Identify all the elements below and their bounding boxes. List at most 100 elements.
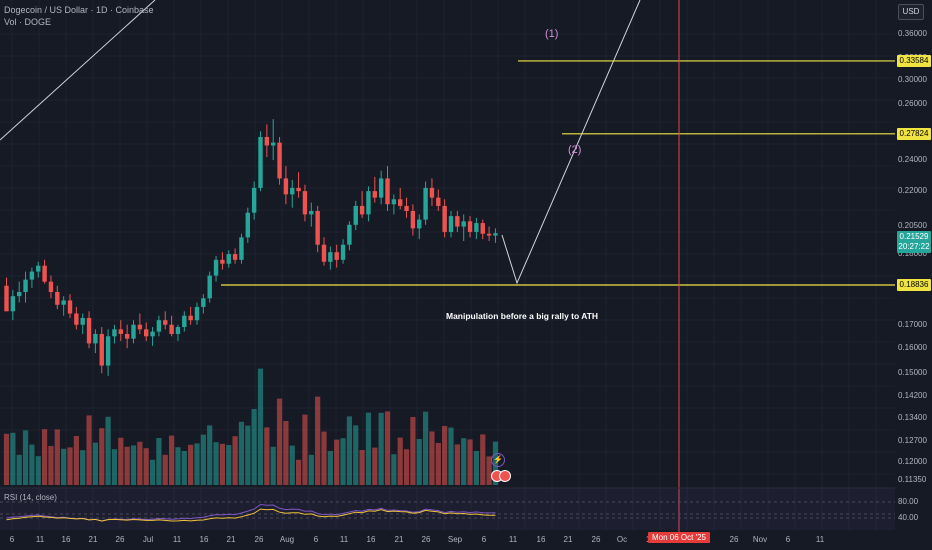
candle	[36, 265, 41, 272]
time-tick-label: 26	[729, 535, 739, 544]
rsi-ma-line	[6, 508, 496, 522]
candle	[258, 136, 263, 188]
candle	[10, 296, 16, 312]
candle	[455, 216, 460, 227]
time-tick-label: 11	[508, 535, 518, 544]
volume-bar	[270, 446, 276, 485]
candle	[150, 331, 155, 337]
price-tick-label: 0.30000	[898, 75, 927, 84]
candle	[226, 254, 231, 264]
candle	[417, 219, 422, 229]
volume-bar	[435, 443, 441, 485]
time-tick-label: 11	[35, 535, 45, 544]
volume-bar	[391, 454, 397, 485]
price-tick-label: 0.22000	[898, 186, 927, 195]
volume-indicator-label[interactable]: Vol · DOGE	[4, 17, 52, 27]
candle	[232, 254, 238, 260]
rsi-band	[0, 488, 895, 530]
candle	[366, 191, 371, 215]
candle	[467, 221, 473, 232]
candle	[169, 324, 174, 334]
candle	[264, 136, 270, 146]
price-tag: 20:27:22	[897, 241, 931, 253]
volume-bar	[162, 454, 168, 485]
volume-bar	[22, 430, 29, 485]
volume-bar	[200, 434, 206, 485]
candle	[251, 187, 257, 213]
volume-bar	[410, 417, 416, 485]
volume-bar	[340, 438, 346, 485]
time-tick-label: 6	[313, 535, 319, 544]
rsi-indicator-label[interactable]: RSI (14, close)	[4, 493, 57, 502]
candle	[328, 252, 333, 262]
volume-bar	[289, 445, 295, 485]
candle	[112, 329, 117, 337]
time-tick-label: 21	[226, 535, 236, 544]
currency-button[interactable]: USD	[898, 4, 924, 20]
volume-bar	[276, 398, 283, 485]
time-tick-label: 16	[536, 535, 546, 544]
candle	[448, 216, 454, 232]
time-tick-label: 6	[9, 535, 15, 544]
volume-bar	[296, 459, 302, 485]
candle	[442, 205, 447, 232]
alert-icon[interactable]: ⚡	[491, 453, 505, 467]
volume-bar	[181, 451, 187, 485]
candle	[188, 315, 193, 321]
time-tick-label: 6	[785, 535, 791, 544]
time-tick-label: 26	[591, 535, 601, 544]
volume-bar	[372, 447, 378, 485]
volume-bar	[99, 428, 105, 485]
price-tick-label: 0.18000	[898, 249, 927, 258]
volume-bar	[3, 433, 10, 485]
candle	[124, 333, 130, 339]
candle	[194, 306, 200, 321]
candle	[302, 191, 308, 215]
candle	[296, 187, 301, 192]
candle	[461, 221, 466, 227]
volume-bar	[257, 368, 264, 485]
volume-bar	[467, 439, 473, 485]
volume-bar	[454, 444, 460, 485]
time-tick-label: 11	[815, 535, 825, 544]
candle	[29, 271, 35, 280]
symbol-title[interactable]: Dogecoin / US Dollar · 1D · Coinbase	[4, 5, 154, 15]
price-tick-label: 0.26000	[898, 99, 927, 108]
volume-bar	[29, 444, 35, 485]
flag-icon[interactable]	[491, 469, 513, 482]
candle	[55, 291, 60, 305]
candle	[398, 199, 403, 206]
time-tick-label: 11	[172, 535, 182, 544]
candle	[67, 300, 73, 314]
candle	[61, 300, 66, 305]
candle	[315, 210, 320, 245]
volume-bar	[42, 429, 48, 485]
volume-bar	[245, 425, 251, 485]
price-tag: 0.27824	[897, 127, 931, 140]
candle	[99, 333, 104, 366]
volume-bar	[480, 434, 486, 485]
candle	[277, 142, 282, 179]
volume-bar	[353, 425, 359, 485]
candle	[93, 333, 98, 344]
volume-bar	[16, 454, 22, 485]
price-tick-label: 0.12000	[898, 457, 927, 466]
price-tick-label: 0.11350	[898, 475, 927, 484]
candle	[245, 212, 250, 238]
candle	[321, 244, 327, 262]
volume-bar	[73, 436, 79, 485]
manipulation-note: Manipulation before a big rally to ATH	[446, 311, 599, 321]
volume-bar	[48, 446, 54, 485]
wave-1-label: (1)	[545, 28, 559, 40]
candles	[4, 119, 498, 376]
volume-bar	[35, 456, 41, 485]
volume-bar	[365, 412, 372, 485]
time-tick-label: 16	[199, 535, 209, 544]
volume-bar	[219, 443, 225, 485]
volume-bar	[137, 441, 143, 485]
price-tick-label: 0.12700	[898, 436, 927, 445]
rsi-level-label: 40.00	[898, 513, 919, 522]
candle	[474, 223, 479, 232]
